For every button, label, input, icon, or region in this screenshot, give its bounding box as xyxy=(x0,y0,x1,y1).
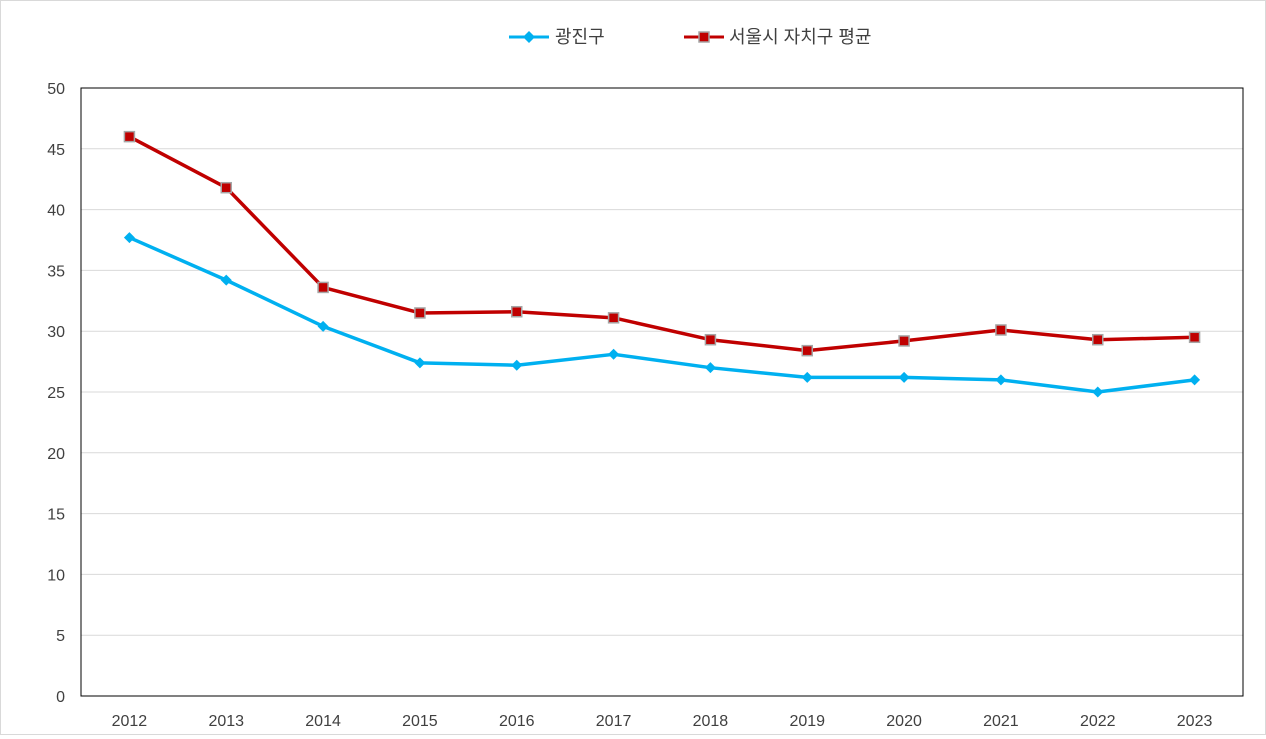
data-point xyxy=(511,305,523,318)
data-point xyxy=(220,274,232,286)
data-point xyxy=(1092,386,1104,398)
data-point xyxy=(801,371,813,383)
x-tick-label: 2016 xyxy=(499,713,535,730)
gridlines xyxy=(81,148,1243,636)
data-point xyxy=(1092,333,1104,346)
x-tick-label: 2019 xyxy=(789,713,825,730)
x-tick-label: 2023 xyxy=(1177,713,1213,730)
data-point xyxy=(898,371,910,383)
data-point xyxy=(1189,374,1201,386)
series-line xyxy=(128,235,1195,394)
x-tick-label: 2018 xyxy=(693,713,729,730)
x-tick-label: 2022 xyxy=(1080,713,1116,730)
series-1 xyxy=(123,232,1201,398)
x-tick-label: 2017 xyxy=(596,713,632,730)
data-point xyxy=(607,312,620,324)
y-tick-label: 10 xyxy=(47,567,65,584)
y-tick-label: 45 xyxy=(47,142,65,159)
series-2 xyxy=(123,130,1201,357)
y-tick-label: 25 xyxy=(47,385,65,402)
x-tick-label: 2012 xyxy=(112,713,148,730)
y-tick-label: 40 xyxy=(47,203,65,220)
data-point xyxy=(317,320,329,332)
y-axis: 0 5 10 15 20 25 30 35 40 45 50 xyxy=(47,81,65,706)
x-tick-label: 2020 xyxy=(886,713,922,730)
y-tick-label: 35 xyxy=(47,263,65,280)
legend-label-series-2: 서울시 자치구 평균 xyxy=(729,27,871,47)
data-point xyxy=(898,335,910,347)
data-point xyxy=(801,344,813,357)
y-tick-label: 20 xyxy=(47,446,65,463)
legend-item-series-1: 광진구 xyxy=(509,27,605,47)
data-point xyxy=(220,181,232,194)
data-point xyxy=(123,232,135,244)
x-tick-label: 2021 xyxy=(983,713,1019,730)
data-point xyxy=(995,324,1007,336)
x-tick-label: 2014 xyxy=(305,713,341,730)
y-tick-label: 50 xyxy=(47,81,65,98)
data-point xyxy=(608,348,620,360)
x-axis: 2012 2013 2014 2015 2016 2017 2018 2019 2020 2021… xyxy=(112,713,1213,730)
series-line xyxy=(128,135,1195,353)
y-tick-label: 5 xyxy=(56,628,65,645)
data-point xyxy=(704,362,716,374)
y-tick-label: 30 xyxy=(47,324,65,341)
data-point xyxy=(317,281,329,294)
data-point xyxy=(511,359,523,371)
series-layer xyxy=(123,130,1201,398)
data-point xyxy=(704,333,717,346)
x-tick-label: 2015 xyxy=(402,713,438,730)
legend: 광진구 서울시 자치구 평균 xyxy=(509,27,871,47)
x-tick-label: 2013 xyxy=(208,713,244,730)
y-tick-label: 0 xyxy=(56,689,65,706)
plot-area xyxy=(80,87,1244,697)
legend-label-series-1: 광진구 xyxy=(555,27,605,47)
data-point xyxy=(414,307,426,319)
legend-item-series-2: 서울시 자치구 평균 xyxy=(684,27,871,47)
y-tick-label: 15 xyxy=(47,507,65,524)
data-point xyxy=(123,130,136,143)
data-point xyxy=(995,374,1007,386)
data-point xyxy=(1188,331,1201,344)
data-point xyxy=(414,357,426,369)
